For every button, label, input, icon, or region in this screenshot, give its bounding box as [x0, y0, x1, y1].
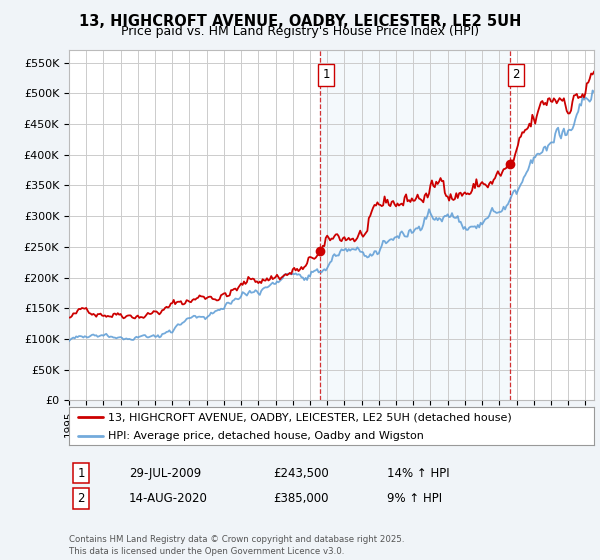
Bar [320, 50, 510, 400]
Text: 2: 2 [77, 492, 85, 505]
Text: 2: 2 [512, 68, 520, 81]
Text: 13, HIGHCROFT AVENUE, OADBY, LEICESTER, LE2 5UH (detached house): 13, HIGHCROFT AVENUE, OADBY, LEICESTER, … [109, 412, 512, 422]
Text: 1: 1 [322, 68, 330, 81]
Text: Contains HM Land Registry data © Crown copyright and database right 2025.
This d: Contains HM Land Registry data © Crown c… [69, 535, 404, 556]
Text: Price paid vs. HM Land Registry's House Price Index (HPI): Price paid vs. HM Land Registry's House … [121, 25, 479, 38]
Text: HPI: Average price, detached house, Oadby and Wigston: HPI: Average price, detached house, Oadb… [109, 431, 424, 441]
Text: 13, HIGHCROFT AVENUE, OADBY, LEICESTER, LE2 5UH: 13, HIGHCROFT AVENUE, OADBY, LEICESTER, … [79, 14, 521, 29]
Text: 9% ↑ HPI: 9% ↑ HPI [387, 492, 442, 505]
Text: 1: 1 [77, 466, 85, 480]
Text: 29-JUL-2009: 29-JUL-2009 [129, 466, 201, 480]
Text: 14-AUG-2020: 14-AUG-2020 [129, 492, 208, 505]
Text: £243,500: £243,500 [273, 466, 329, 480]
Text: £385,000: £385,000 [273, 492, 329, 505]
Text: 14% ↑ HPI: 14% ↑ HPI [387, 466, 449, 480]
